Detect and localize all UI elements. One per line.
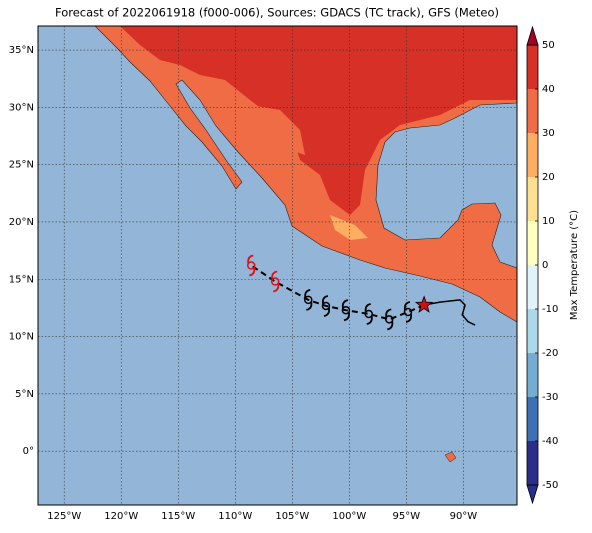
cyclone-eye	[341, 305, 351, 315]
current-position	[414, 295, 434, 313]
cyclone-arms	[304, 288, 313, 311]
island	[444, 451, 457, 463]
colorbar-segment	[527, 89, 538, 133]
colorbar-extend-low	[526, 484, 539, 505]
colorbar-label: Max Temperature (°C)	[569, 210, 580, 320]
past-track	[423, 299, 476, 326]
cyclone-symbol	[270, 270, 280, 293]
cyclone-eye	[304, 295, 313, 305]
x-tick-label: 115°W	[161, 511, 195, 522]
land-warm	[330, 215, 368, 240]
cyclone-symbol	[341, 299, 351, 322]
x-tick-label: 95°W	[393, 511, 421, 522]
cyclone-symbol	[364, 303, 373, 325]
colorbar-tick-label: 10	[542, 216, 555, 227]
land-warm	[250, 105, 305, 155]
y-tick-label: 5°N	[15, 389, 34, 400]
forecast-line	[250, 264, 425, 321]
x-tick-label: 120°W	[104, 511, 138, 522]
cyclone-arms	[247, 254, 256, 277]
cyclone-eye	[270, 277, 280, 286]
cyclone-eye	[403, 307, 413, 317]
colorbar-extend-high	[526, 25, 539, 46]
colorbar-tick-label: -40	[542, 436, 558, 447]
y-tick-label: 35°N	[9, 45, 34, 56]
x-tick-label: 100°W	[332, 511, 366, 522]
colorbar-tick-label: 40	[542, 84, 555, 95]
cyclone-arms	[385, 308, 394, 331]
colorbar-tick-label: 50	[542, 40, 555, 51]
colorbar: -50 -40 -30 -20 -10 0 10 20 30 40 50	[526, 25, 558, 505]
colorbar-segment	[527, 45, 538, 89]
y-tick-label: 10°N	[9, 332, 34, 343]
colorbar-tick-label: 20	[542, 172, 555, 183]
x-tick-label: 110°W	[218, 511, 252, 522]
colorbar-tick-label: -10	[542, 304, 558, 315]
colorbar-segment	[527, 353, 538, 397]
colorbar-segment	[527, 397, 538, 441]
cyclone-arms	[321, 295, 331, 317]
y-tick-label: 30°N	[9, 102, 34, 113]
cyclone-eye	[364, 309, 373, 319]
y-tick-label: 20°N	[9, 217, 34, 228]
colorbar-segment	[527, 177, 538, 221]
colorbar-segment	[527, 441, 538, 485]
y-tick-label: 25°N	[9, 160, 34, 171]
y-tick-label: 15°N	[9, 274, 34, 285]
cyclone-eye	[321, 301, 331, 311]
x-tick-label: 105°W	[275, 511, 309, 522]
cyclone-symbol	[403, 301, 413, 323]
colorbar-segment	[527, 265, 538, 309]
colorbar-tick-label: 0	[542, 260, 548, 271]
cyclone-eye	[385, 315, 394, 324]
cyclone-arms	[271, 270, 280, 293]
colorbar-tick-label: 30	[542, 128, 555, 139]
land-hot	[120, 26, 517, 215]
map	[38, 26, 517, 505]
colorbar-segment	[527, 309, 538, 353]
colorbar-tick-label: -20	[542, 348, 558, 359]
x-tick-label: 125°W	[47, 511, 81, 522]
cyclone-symbol	[385, 308, 394, 331]
cyclone-arms	[403, 301, 413, 323]
cyclone-eye	[247, 261, 256, 270]
cyclone-symbol	[321, 295, 331, 317]
cyclone-symbol	[304, 288, 313, 311]
y-tick-label: 0°	[23, 446, 34, 457]
cyclone-arms	[364, 303, 373, 325]
title: Forecast of 2022061918 (f000-006), Sourc…	[55, 6, 499, 20]
track	[247, 254, 476, 331]
colorbar-segment	[527, 221, 538, 265]
x-tick-label: 90°W	[450, 511, 478, 522]
colorbar-tick-label: -50	[542, 480, 558, 491]
colorbar-tick-label: -30	[542, 392, 558, 403]
colorbar-segment	[527, 133, 538, 177]
map-frame	[37, 25, 518, 506]
cyclone-symbol	[247, 254, 256, 277]
cyclone-arms	[341, 299, 350, 322]
